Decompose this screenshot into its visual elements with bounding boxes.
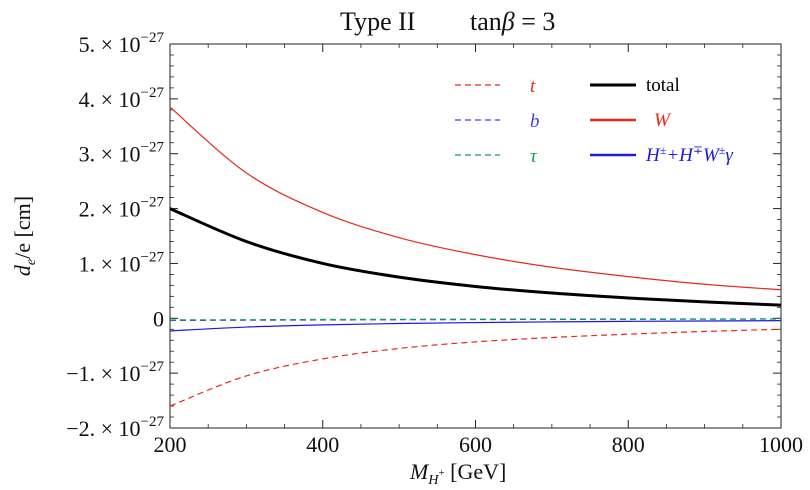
x-tick-label: 400 xyxy=(306,432,339,457)
series-line-H^{±}+H^{∓}W^{±}γ xyxy=(169,320,782,332)
y-tick-label: 3. × 10−27 xyxy=(79,140,165,167)
legend-label: total xyxy=(646,75,680,96)
legend-label: W xyxy=(654,110,672,131)
x-axis-label: MH+ [GeV] xyxy=(409,459,506,488)
series-group xyxy=(169,106,782,407)
chart-title: Type II xyxy=(340,7,415,36)
legend: tbτ total W H±+H∓W±γ xyxy=(455,75,733,167)
y-axis-label: de/e [cm] xyxy=(10,196,39,276)
series-line-τ xyxy=(169,318,782,321)
legend-label: b xyxy=(530,111,540,132)
x-tick-label: 600 xyxy=(459,432,492,457)
y-tick-label: 1. × 10−27 xyxy=(79,249,165,276)
chart-subtitle: tanβ = 3 xyxy=(470,7,555,36)
y-tick-label: 2. × 10−27 xyxy=(79,195,165,222)
y-tick-label: 5. × 10−27 xyxy=(79,30,165,57)
y-tick-label: 0 xyxy=(153,306,164,331)
x-tick-label: 200 xyxy=(154,432,187,457)
y-tick-label: −2. × 10−27 xyxy=(66,414,164,441)
y-tick-label: −1. × 10−27 xyxy=(66,359,164,386)
legend-label: τ xyxy=(530,146,538,167)
series-line-t xyxy=(169,328,782,407)
legend-label: H±+H∓W±γ xyxy=(645,143,733,166)
axis-ticks: 200 400 600 800 1000 5. × 10−27 4. × 10−27 3. ×… xyxy=(66,30,803,457)
y-tick-label: 4. × 10−27 xyxy=(79,85,165,112)
x-tick-label: 1000 xyxy=(759,432,803,457)
x-tick-label: 800 xyxy=(612,432,645,457)
series-line-total xyxy=(169,207,782,307)
plot-frame xyxy=(169,43,782,429)
series-line-W xyxy=(169,106,782,291)
legend-label: t xyxy=(530,76,536,97)
